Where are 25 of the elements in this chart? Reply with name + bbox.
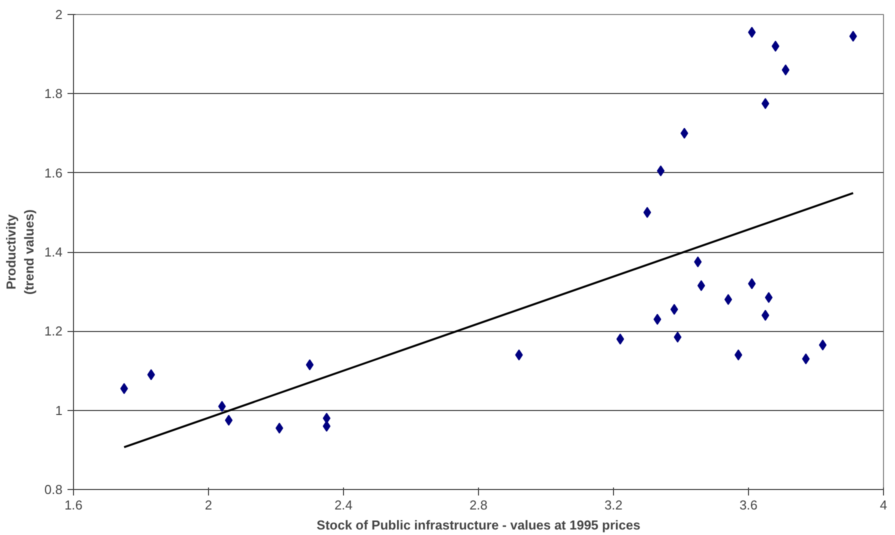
x-tick-label: 4: [880, 498, 888, 512]
x-tick-label: 3.6: [739, 498, 758, 512]
point: [656, 165, 665, 176]
point: [670, 304, 678, 315]
y-tick-label: 2: [55, 7, 63, 22]
x-tick-label: 2: [204, 498, 212, 512]
x-tick-label: 3.2: [604, 498, 623, 512]
point: [306, 359, 314, 370]
point: [616, 334, 624, 345]
y-tick-label: 1: [55, 402, 63, 418]
point: [224, 414, 233, 426]
point: [818, 340, 827, 351]
y-axis-title: Productivity (trend values): [3, 209, 36, 295]
x-tick-label: 2.8: [469, 498, 488, 512]
x-tick-label: 2.4: [334, 498, 353, 512]
point: [697, 280, 706, 292]
point: [724, 294, 732, 305]
y-tick-label: 1.2: [44, 324, 63, 339]
y-tick-label: 1.4: [44, 244, 63, 260]
y-tick-label: 0.8: [44, 482, 63, 497]
x-axis-title: Stock of Public infrastructure - values at 1995 prices: [316, 518, 640, 532]
y-tick-label: 1.6: [44, 165, 63, 180]
point: [764, 292, 773, 304]
y-tick-label: 1.8: [44, 86, 63, 102]
point: [643, 206, 652, 218]
